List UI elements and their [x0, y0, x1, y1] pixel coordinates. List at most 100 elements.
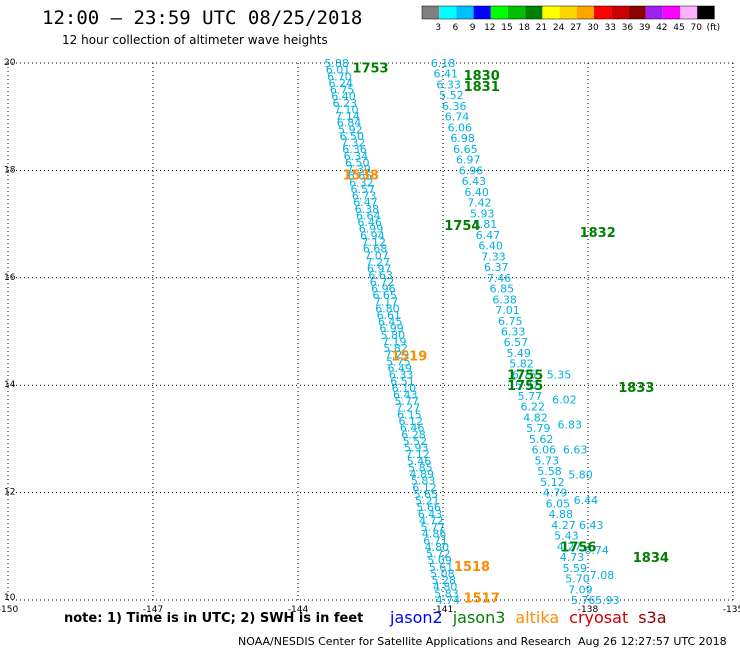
- wave-height-value: 6.33: [501, 326, 526, 339]
- wave-height-value: 6.33: [389, 369, 414, 382]
- wave-height-value: 6.74: [584, 544, 609, 557]
- legend-swatch: [456, 6, 474, 19]
- pass-time-label: 1756: [560, 540, 596, 555]
- wave-height-value: 5.92: [338, 123, 363, 136]
- wave-height-value: 6.43: [579, 519, 604, 532]
- wave-height-value: 6.57: [350, 183, 375, 196]
- wave-height-value: 6.85: [490, 283, 515, 296]
- wave-height-value: 6.10: [392, 382, 417, 395]
- wave-height-value: 6.72: [370, 276, 395, 289]
- wave-height-value: 5.76: [571, 594, 596, 607]
- wave-height-value: 6.43: [393, 388, 418, 401]
- wave-height-value: 6.50: [345, 156, 370, 169]
- wave-height-value: 6.23: [333, 97, 358, 110]
- legend-label: 18: [518, 23, 530, 33]
- y-tick-label: 10: [4, 593, 16, 603]
- wave-height-value: 4.27: [557, 540, 582, 553]
- wave-height-value: 6.74: [445, 111, 470, 124]
- satellite-name: cryosat: [569, 608, 629, 627]
- wave-height-value: 7.33: [481, 250, 506, 263]
- wave-height-value: 6.68: [363, 243, 388, 256]
- legend-label: 36: [622, 23, 634, 33]
- legend-swatch: [576, 6, 594, 19]
- legend-label: 30: [587, 23, 599, 33]
- wave-height-value: 6.36: [442, 100, 467, 113]
- wave-height-value: 5.93: [595, 594, 620, 607]
- legend-swatch: [645, 6, 663, 19]
- wave-height-value: 5.61: [429, 561, 454, 574]
- wave-height-value: 5.43: [554, 530, 579, 543]
- wave-height-value: 6.83: [557, 419, 582, 432]
- wave-height-value: 6.28: [401, 428, 426, 441]
- wave-height-value: 6.75: [498, 315, 523, 328]
- satellite-name: s3a: [638, 608, 667, 627]
- pass-time-label: 1753: [352, 61, 388, 76]
- wave-height-value: 5.80: [568, 469, 593, 482]
- wave-height-value: 6.43: [418, 508, 443, 521]
- wave-height-value: 6.61: [377, 309, 402, 322]
- wave-height-value: 7.39: [346, 163, 371, 176]
- wave-height-value: 6.46: [357, 216, 382, 229]
- wave-height-value: 5.65: [414, 488, 439, 501]
- wave-height-value: 5.77: [420, 521, 445, 534]
- wave-height-value: 6.47: [476, 229, 501, 242]
- legend-label: 15: [501, 23, 512, 33]
- x-tick-label: -135: [723, 605, 740, 615]
- legend-swatch: [439, 6, 457, 19]
- wave-height-value: 5.21: [415, 495, 440, 508]
- legend-swatch: [542, 6, 560, 19]
- y-tick-label: 12: [4, 488, 15, 498]
- pass-time-label: 1833: [618, 381, 654, 396]
- satellite-legend: jason2 jason3 altika cryosat s3a: [390, 608, 677, 627]
- wave-height-value: 6.05: [546, 497, 571, 510]
- legend-swatch: [508, 6, 526, 19]
- wave-height-value: 6.38: [355, 203, 380, 216]
- wave-height-value: 6.06: [448, 121, 473, 134]
- wave-height-value: 5.73: [534, 454, 559, 467]
- pass-time-label: 1832: [580, 226, 616, 241]
- wave-height-value: 6.43: [462, 175, 487, 188]
- wave-height-value: 6.22: [520, 401, 545, 414]
- wave-height-value: 5.52: [403, 435, 428, 448]
- pass-time-label: 1517: [464, 591, 500, 606]
- wave-height-value: 6.98: [450, 132, 475, 145]
- wave-height-value: 6.65: [453, 143, 478, 156]
- x-tick-label: -144: [288, 605, 309, 615]
- legend-swatch: [680, 6, 698, 19]
- wave-height-value: 5.80: [381, 329, 406, 342]
- wave-height-value: 6.97: [367, 263, 392, 276]
- wave-height-value: 5.79: [526, 422, 551, 435]
- wave-height-value: 6.41: [434, 68, 459, 81]
- wave-height-value: 4.89: [410, 468, 435, 481]
- wave-height-value: 6.01: [326, 64, 351, 77]
- wave-height-value: 6.94: [360, 229, 385, 242]
- wave-height-value: 5.92: [515, 379, 540, 392]
- wave-height-value: 6.45: [378, 316, 403, 329]
- legend-swatch: [662, 6, 680, 19]
- x-tick-label: -138: [578, 605, 599, 615]
- y-tick-label: 20: [4, 58, 16, 68]
- wave-height-value: 6.12: [399, 415, 424, 428]
- wave-height-value: 6.40: [464, 186, 489, 199]
- legend-label: 24: [553, 23, 565, 33]
- wave-height-value: 5.70: [565, 573, 590, 586]
- legend-label: 33: [604, 23, 615, 33]
- wave-height-value: 5.08: [430, 567, 455, 580]
- timestamp-text: Aug 26 12:27:57 UTC 2018: [578, 635, 727, 648]
- legend-swatch: [525, 6, 543, 19]
- wave-height-value: 5.62: [529, 433, 554, 446]
- x-tick-label: -150: [0, 605, 18, 615]
- wave-height-value: 7.27: [366, 256, 391, 269]
- legend-label: 70: [690, 23, 702, 33]
- legend-label: 42: [656, 23, 667, 33]
- wave-height-value: 6.75: [512, 368, 537, 381]
- wave-height-value: 5.82: [383, 342, 408, 355]
- legend-label: 27: [570, 23, 581, 33]
- wave-height-value: 6.34: [344, 150, 369, 163]
- wave-height-value: 6.40: [331, 90, 356, 103]
- wave-height-value: 5.49: [506, 347, 531, 360]
- wave-height-value: 6.40: [478, 240, 503, 253]
- pass-time-label: 1754: [444, 219, 480, 234]
- wave-height-value: 4.72: [419, 514, 444, 527]
